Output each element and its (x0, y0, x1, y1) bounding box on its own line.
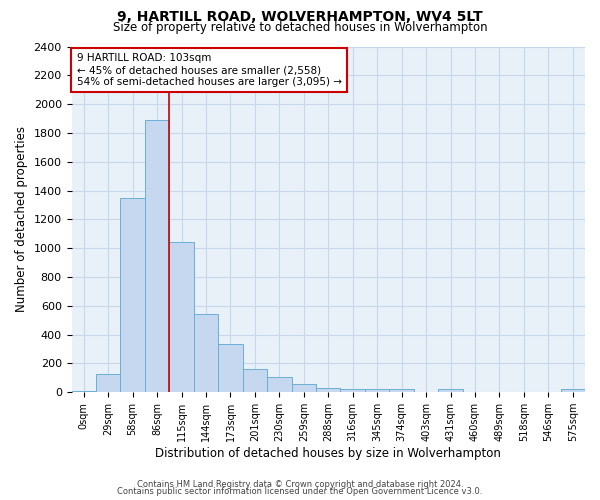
Bar (71, 391, 96, 392)
Bar (438, 390, 463, 392)
Bar (96, 374, 121, 392)
X-axis label: Distribution of detached houses by size in Wolverhampton: Distribution of detached houses by size … (155, 447, 501, 460)
Bar (560, 390, 585, 392)
Text: 9 HARTILL ROAD: 103sqm
← 45% of detached houses are smaller (2,558)
54% of semi-: 9 HARTILL ROAD: 103sqm ← 45% of detached… (77, 54, 341, 86)
Bar (194, 314, 218, 392)
Text: 9, HARTILL ROAD, WOLVERHAMPTON, WV4 5LT: 9, HARTILL ROAD, WOLVERHAMPTON, WV4 5LT (117, 10, 483, 24)
Bar (121, 198, 145, 392)
Text: Contains public sector information licensed under the Open Government Licence v3: Contains public sector information licen… (118, 488, 482, 496)
Bar (389, 390, 414, 392)
Bar (316, 388, 340, 392)
Bar (218, 344, 242, 392)
Text: Size of property relative to detached houses in Wolverhampton: Size of property relative to detached ho… (113, 21, 487, 34)
Bar (267, 377, 292, 392)
Bar (242, 369, 267, 392)
Bar (340, 390, 365, 392)
Text: Contains HM Land Registry data © Crown copyright and database right 2024.: Contains HM Land Registry data © Crown c… (137, 480, 463, 489)
Bar (169, 242, 194, 392)
Bar (365, 390, 389, 392)
Bar (145, 120, 169, 392)
Y-axis label: Number of detached properties: Number of detached properties (15, 126, 28, 312)
Bar (292, 384, 316, 392)
